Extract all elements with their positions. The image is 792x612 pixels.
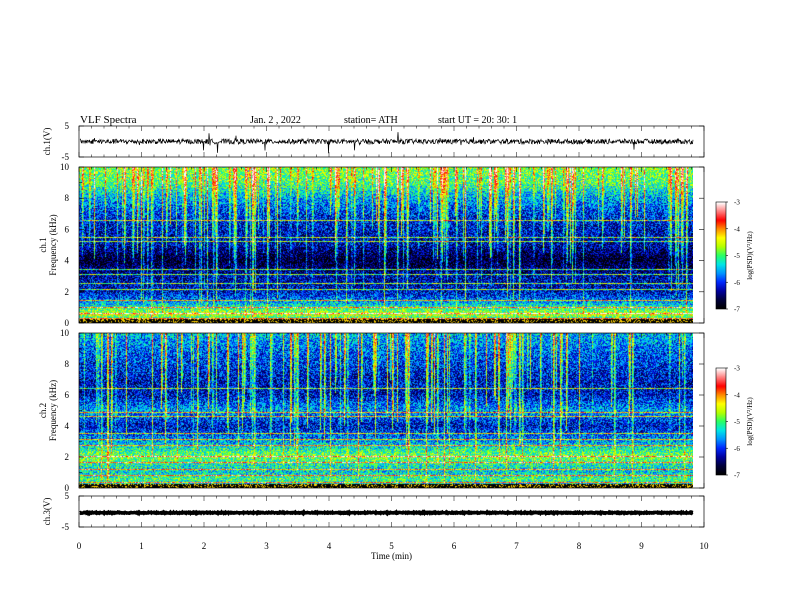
ch2-spectrogram-ylabel: ch.2	[38, 403, 48, 418]
y-tick-label: 4	[65, 421, 70, 431]
ch2-spectrogram-ylabel: Frequency (kHz)	[48, 380, 58, 441]
y-tick-label: 5	[65, 491, 70, 501]
colorbar-tick-label: -5	[734, 418, 740, 426]
x-tick-label: 0	[77, 541, 82, 551]
ch1-spectrogram-image	[79, 167, 693, 323]
ch1-spectrogram-colorbar	[716, 202, 726, 309]
y-tick-label: -5	[62, 522, 70, 532]
x-tick-label: 2	[202, 541, 207, 551]
ch2-spectrogram-colorbar	[716, 368, 726, 475]
x-tick-label: 3	[264, 541, 269, 551]
ch1-spectrogram-ylabel: ch.1	[38, 237, 48, 252]
x-tick-label: 1	[139, 541, 144, 551]
x-tick-label: 4	[327, 541, 332, 551]
colorbar-tick-label: -3	[734, 365, 740, 373]
y-tick-label: 8	[65, 193, 70, 203]
axes: -3 -4 -5 -6 -7 log(PSD)(V²/Hz) -3 -4 -5 -6 -7 log(P…	[38, 121, 754, 561]
x-tick-label: 5	[389, 541, 394, 551]
y-tick-label: 2	[65, 452, 70, 462]
ch1-waveform-trace	[79, 132, 694, 154]
ch2-spectrogram-colorbar-label: log(PSD)(V²/Hz)	[746, 397, 754, 446]
x-tick-label: 9	[639, 541, 644, 551]
ch1-waveform-ylabel: ch.1(V)	[42, 128, 52, 156]
colorbar-tick-label: -6	[734, 445, 740, 453]
x-tick-label: 6	[452, 541, 457, 551]
waveform-traces	[79, 132, 694, 517]
colorbar-tick-label: -6	[734, 279, 740, 287]
x-tick-label: 7	[514, 541, 519, 551]
y-tick-label: 10	[60, 328, 70, 338]
spectrogram-images	[79, 167, 726, 488]
ch3-waveform-trace	[79, 508, 694, 517]
y-tick-label: 2	[65, 287, 70, 297]
station-label: station= ATH	[344, 115, 398, 126]
x-axis-label: Time (min)	[371, 551, 412, 561]
date-label: Jan. 2 , 2022	[250, 115, 301, 126]
y-tick-label: 0	[65, 483, 70, 493]
x-tick-label: 10	[700, 541, 710, 551]
colorbar-tick-label: -7	[734, 472, 740, 480]
start-time-label: start UT = 20: 30: 1	[438, 115, 518, 126]
ch1-spectrogram-colorbar-label: log(PSD)(V²/Hz)	[746, 231, 754, 280]
colorbar-tick-label: -7	[734, 306, 740, 314]
colorbar-tick-label: -3	[734, 199, 740, 207]
y-tick-label: 0	[65, 318, 70, 328]
y-tick-label: 10	[60, 162, 70, 172]
colorbar-tick-label: -4	[734, 391, 740, 399]
colorbar-tick-label: -4	[734, 225, 740, 233]
ch2-spectrogram-image	[79, 333, 693, 488]
y-tick-label: 6	[65, 224, 70, 234]
ch1-spectrogram-ylabel: Frequency (kHz)	[48, 214, 58, 275]
y-tick-label: 5	[65, 121, 70, 131]
ch3-waveform-ylabel: ch.3(V)	[42, 498, 52, 526]
y-tick-label: 6	[65, 390, 70, 400]
figure-title: VLF Spectra	[80, 114, 137, 126]
y-tick-label: 8	[65, 359, 70, 369]
colorbar-tick-label: -5	[734, 252, 740, 260]
y-tick-label: 4	[65, 256, 70, 266]
y-tick-label: -5	[62, 152, 70, 162]
x-tick-label: 8	[577, 541, 582, 551]
